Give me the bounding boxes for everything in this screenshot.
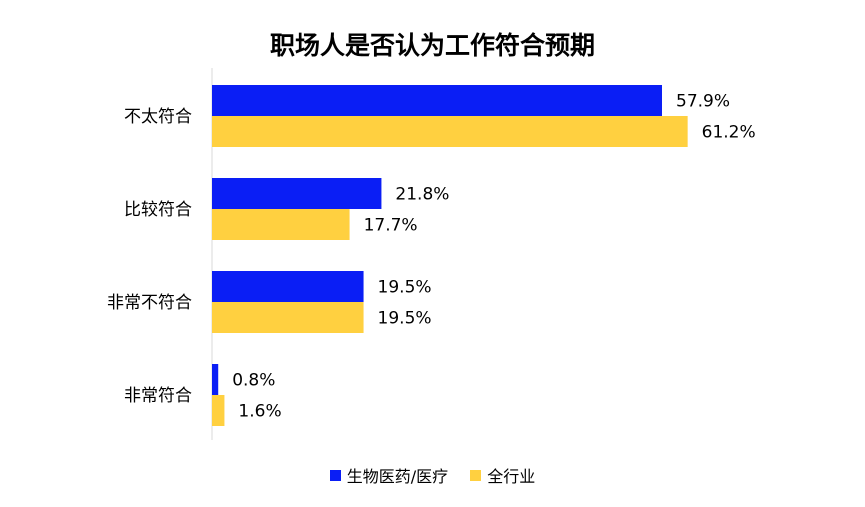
data-label: 61.2% — [702, 123, 756, 143]
legend-label-all: 全行业 — [487, 467, 536, 486]
bar-biomed — [212, 271, 364, 302]
category-label: 非常符合 — [124, 386, 192, 406]
bar-all — [212, 395, 225, 426]
category-label: 比较符合 — [124, 200, 192, 220]
legend-swatch-biomed — [329, 469, 341, 481]
legend-label-biomed: 生物医药/医疗 — [346, 467, 449, 486]
bar-all — [212, 116, 688, 147]
bar-biomed — [212, 178, 382, 209]
data-label: 57.9% — [676, 92, 730, 112]
legend-swatch-all — [470, 469, 482, 481]
bar-biomed — [212, 364, 219, 395]
data-label: 1.6% — [238, 402, 281, 422]
bar-biomed — [212, 85, 662, 116]
category-label: 非常不符合 — [107, 293, 192, 313]
bar-all — [212, 209, 350, 240]
legend: 生物医药/医疗 全行业 — [0, 463, 865, 487]
data-label: 19.5% — [378, 309, 432, 329]
data-label: 0.8% — [232, 371, 275, 391]
legend-item-all: 全行业 — [470, 463, 535, 487]
data-label: 21.8% — [395, 185, 449, 205]
chart-title: 职场人是否认为工作符合预期 — [269, 31, 595, 60]
bar-all — [212, 302, 364, 333]
category-label: 不太符合 — [124, 107, 192, 127]
data-label: 17.7% — [364, 216, 418, 236]
data-label: 19.5% — [378, 278, 432, 298]
legend-item-biomed: 生物医药/医疗 — [329, 463, 449, 487]
